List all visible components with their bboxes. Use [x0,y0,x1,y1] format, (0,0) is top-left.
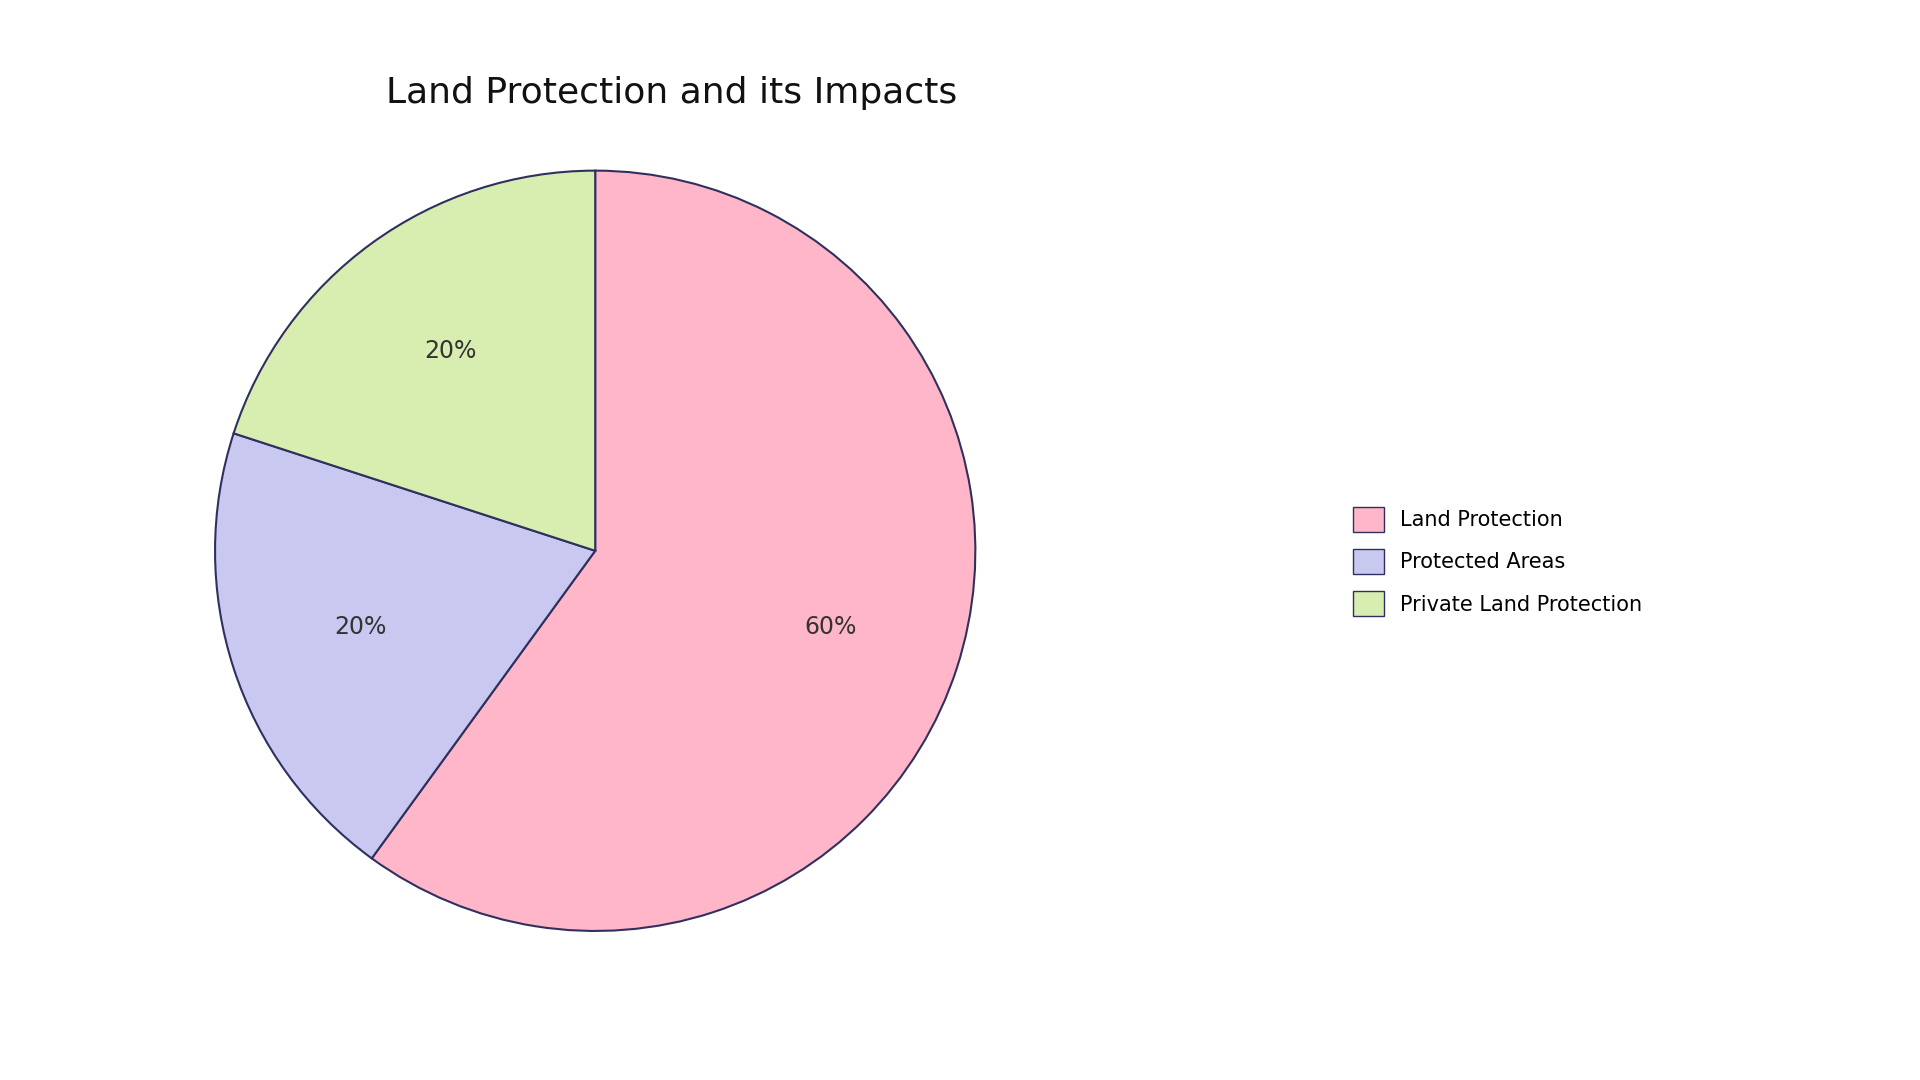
Text: 20%: 20% [334,616,386,639]
Legend: Land Protection, Protected Areas, Private Land Protection: Land Protection, Protected Areas, Privat… [1344,499,1651,624]
Text: 20%: 20% [424,339,476,363]
Text: Land Protection and its Impacts: Land Protection and its Impacts [386,76,958,109]
Wedge shape [372,171,975,931]
Text: 60%: 60% [804,616,856,639]
Wedge shape [234,171,595,551]
Wedge shape [215,433,595,859]
